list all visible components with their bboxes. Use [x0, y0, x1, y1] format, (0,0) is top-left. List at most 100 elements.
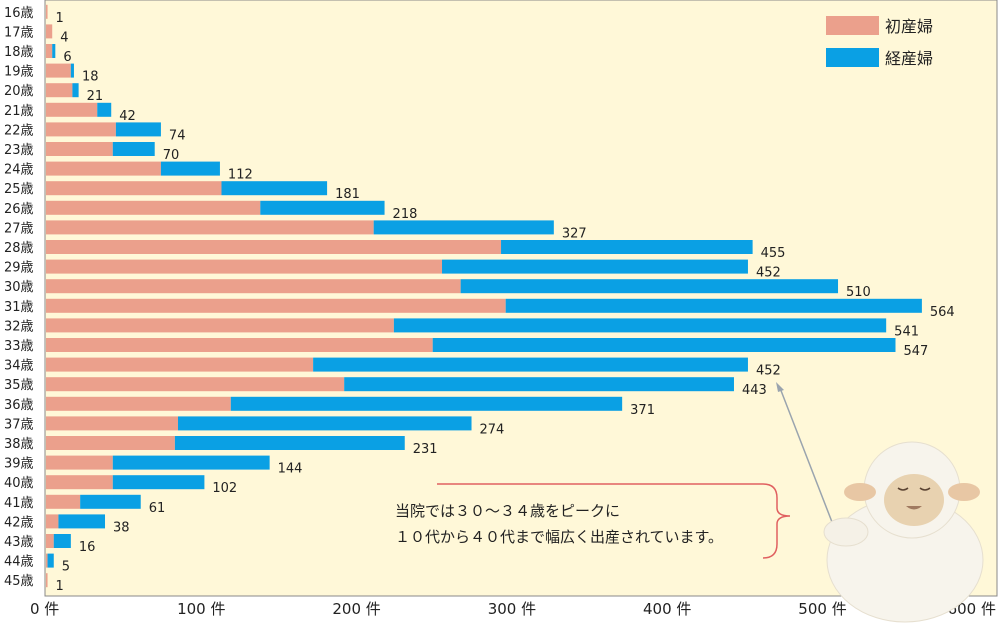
value-label: 18	[82, 70, 99, 85]
bar-multipara-38歳	[174, 436, 405, 450]
bar-multipara-33歳	[432, 338, 896, 352]
value-label: 452	[756, 266, 781, 281]
x-tick-label: 200 件	[332, 600, 380, 618]
value-label: 4	[60, 30, 68, 45]
value-label: 61	[149, 501, 166, 516]
value-label: 112	[228, 168, 253, 183]
bar-multipara-44歳	[47, 553, 54, 568]
mascot	[823, 441, 984, 623]
bar-primipara-39歳	[46, 455, 113, 470]
bar-multipara-31歳	[505, 298, 922, 313]
bar-primipara-40歳	[46, 475, 113, 490]
y-tick-label: 36歳	[4, 398, 34, 413]
y-tick-label: 18歳	[4, 45, 34, 60]
bar-multipara-35歳	[344, 377, 734, 392]
bar-multipara-30歳	[460, 279, 839, 294]
legend-swatch-primipara	[826, 16, 879, 35]
y-tick-label: 17歳	[4, 25, 34, 40]
value-label: 443	[742, 383, 767, 398]
y-tick-label: 32歳	[4, 319, 34, 334]
value-label: 547	[903, 344, 928, 359]
y-tick-label: 21歳	[4, 104, 34, 119]
bar-primipara-41歳	[46, 494, 81, 509]
value-label: 455	[761, 246, 786, 261]
annotation: 当院では３０～３４歳をピークに １０代から４０代まで幅広く出産されています。	[395, 483, 791, 559]
x-axis-labels: 0 件 100 件 200 件 300 件 400 件 500 件 600 件	[30, 600, 996, 618]
y-tick-label: 44歳	[4, 555, 34, 570]
mascot-ear-left	[844, 483, 876, 501]
value-label: 1	[56, 579, 64, 594]
bar-multipara-42歳	[58, 514, 106, 529]
y-tick-label: 27歳	[4, 221, 34, 236]
y-tick-label: 45歳	[4, 574, 34, 589]
value-label: 70	[163, 148, 180, 163]
y-tick-label: 16歳	[4, 6, 34, 21]
bar-multipara-27歳	[373, 220, 554, 235]
bar-primipara-22歳	[46, 122, 116, 137]
value-label: 231	[413, 442, 438, 457]
bar-multipara-20歳	[72, 83, 79, 98]
bar-multipara-36歳	[230, 396, 623, 411]
y-tick-label: 29歳	[4, 261, 34, 276]
y-axis-labels: 16歳 17歳 18歳 19歳 20歳 21歳 22歳 23歳 24歳 25歳 26歳 27歳 28歳 2…	[4, 6, 34, 589]
value-label: 564	[930, 305, 955, 320]
y-tick-label: 33歳	[4, 339, 34, 354]
y-tick-label: 31歳	[4, 300, 34, 315]
bar-primipara-21歳	[46, 102, 98, 117]
bar-primipara-34歳	[46, 357, 314, 372]
y-tick-label: 35歳	[4, 378, 34, 393]
y-tick-label: 41歳	[4, 496, 34, 511]
bar-primipara-20歳	[46, 83, 73, 98]
bars-layer	[46, 4, 922, 588]
y-tick-label: 23歳	[4, 143, 34, 158]
x-tick-label: 300 件	[488, 600, 536, 618]
y-tick-label: 39歳	[4, 457, 34, 472]
annotation-line-2: １０代から４０代まで幅広く出産されています。	[395, 528, 723, 546]
bar-multipara-19歳	[70, 63, 74, 78]
value-label: 42	[119, 109, 136, 124]
plot-area	[44, 0, 998, 597]
pointer-tip	[776, 382, 784, 392]
bar-primipara-45歳	[46, 573, 48, 588]
bar-multipara-41歳	[80, 494, 141, 509]
bar-multipara-22歳	[115, 122, 161, 137]
x-tick-label: 400 件	[643, 600, 691, 618]
value-label: 452	[756, 364, 781, 379]
y-tick-label: 40歳	[4, 476, 34, 491]
bar-primipara-31歳	[46, 298, 506, 313]
x-tick-label: 0 件	[30, 600, 59, 618]
bar-primipara-26歳	[46, 200, 261, 215]
bar-multipara-32歳	[393, 318, 887, 333]
bar-primipara-36歳	[46, 396, 231, 411]
value-label: 74	[169, 128, 186, 143]
bar-primipara-25歳	[46, 181, 222, 196]
bar-multipara-26歳	[260, 200, 385, 215]
value-label: 1	[56, 11, 64, 26]
bar-multipara-29歳	[442, 259, 748, 274]
y-tick-label: 30歳	[4, 280, 34, 295]
bar-primipara-16歳	[46, 4, 48, 19]
value-label: 541	[894, 324, 919, 339]
y-tick-label: 25歳	[4, 182, 34, 197]
y-tick-label: 24歳	[4, 163, 34, 178]
y-tick-label: 22歳	[4, 123, 34, 138]
mascot-face	[884, 474, 944, 526]
value-label: 218	[393, 207, 418, 222]
y-tick-label: 19歳	[4, 65, 34, 80]
value-label: 16	[79, 540, 96, 555]
y-tick-label: 28歳	[4, 241, 34, 256]
mascot-arm	[823, 517, 869, 547]
bar-multipara-40歳	[112, 475, 205, 490]
bar-primipara-32歳	[46, 318, 394, 333]
bar-primipara-19歳	[46, 63, 71, 78]
y-tick-label: 37歳	[4, 417, 34, 432]
bar-primipara-17歳	[46, 24, 53, 39]
y-tick-label: 34歳	[4, 359, 34, 374]
value-label: 6	[63, 50, 71, 65]
y-tick-label: 20歳	[4, 84, 34, 99]
bar-primipara-38歳	[46, 436, 175, 450]
legend-swatch-multipara	[826, 48, 879, 67]
legend-label-multipara: 経産婦	[885, 49, 933, 68]
pointer-stick	[779, 387, 833, 523]
